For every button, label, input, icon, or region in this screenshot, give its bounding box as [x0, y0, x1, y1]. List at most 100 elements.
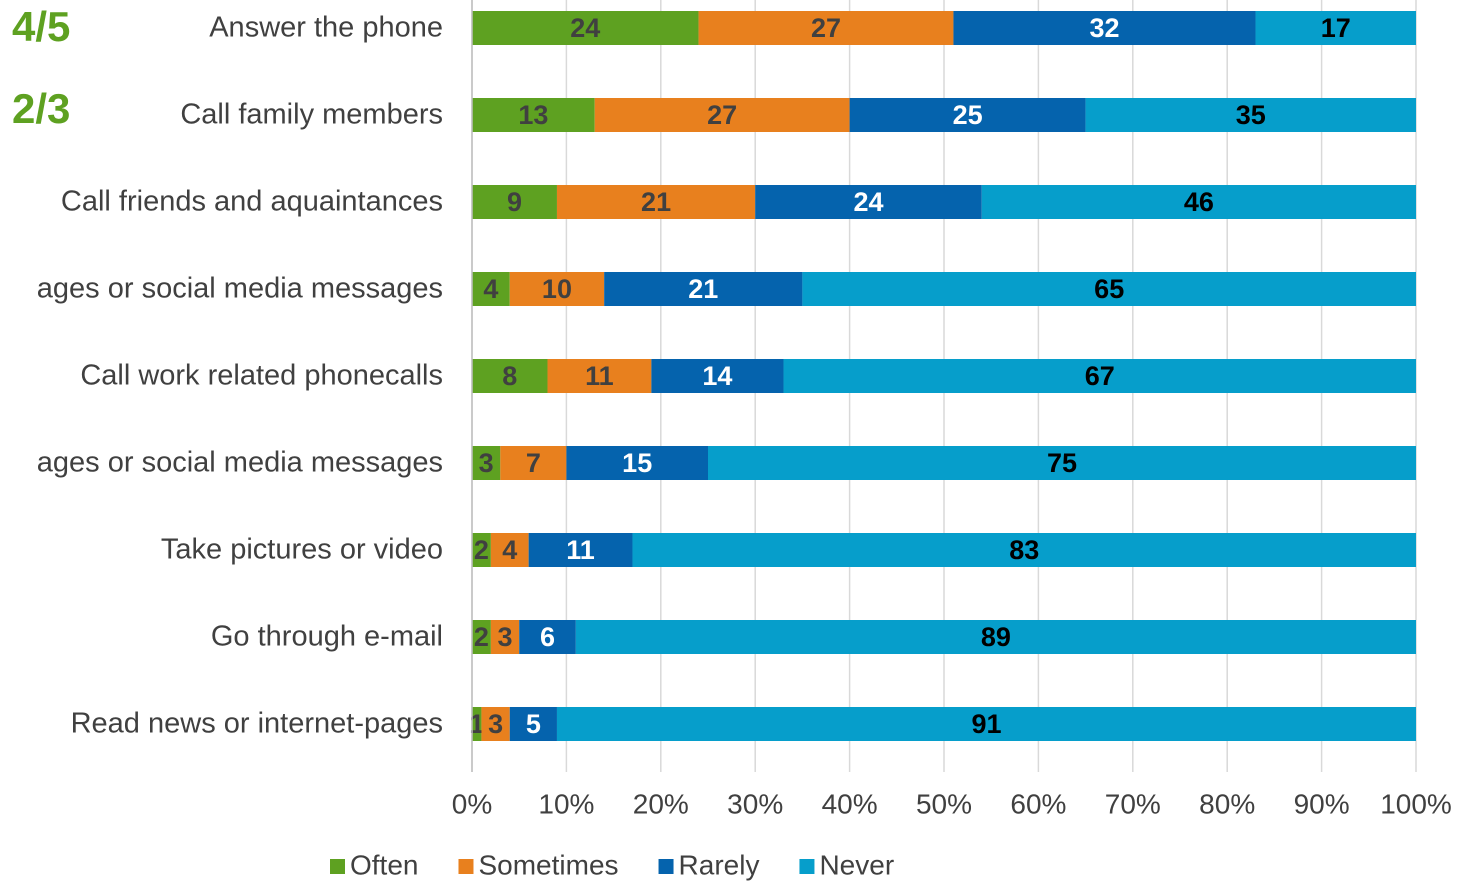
bar-segment — [604, 272, 803, 306]
bar-segment — [594, 98, 850, 132]
bar-segment — [1085, 98, 1416, 132]
x-tick-label: 20% — [633, 788, 689, 819]
legend-label: Rarely — [679, 849, 760, 880]
value-label: 14 — [702, 361, 732, 391]
legend-label: Sometimes — [478, 849, 618, 880]
category-label: Call friends and aquaintances — [61, 186, 443, 218]
value-label: 2 — [474, 535, 489, 565]
bar-segment — [481, 707, 510, 741]
bar-segment — [528, 533, 633, 567]
bar-segment — [519, 620, 576, 654]
bar-segment — [566, 446, 708, 480]
bar-segment — [708, 446, 1416, 480]
value-label: 21 — [688, 274, 718, 304]
bar-segment — [500, 446, 567, 480]
bar-segment — [509, 707, 557, 741]
x-tick-label: 90% — [1294, 788, 1350, 819]
value-label: 25 — [953, 100, 983, 130]
category-label: ages or social media messages — [37, 447, 443, 479]
category-label: Take pictures or video — [161, 534, 443, 566]
value-label: 3 — [488, 709, 503, 739]
bar-segment — [1255, 11, 1416, 45]
bar-segment — [472, 185, 557, 219]
x-tick-label: 60% — [1010, 788, 1066, 819]
bar-segment — [698, 11, 954, 45]
category-label: Answer the phone — [209, 12, 443, 44]
value-label: 21 — [641, 187, 671, 217]
bar-segment — [490, 620, 520, 654]
value-label: 89 — [981, 622, 1011, 652]
annotation: 4/5 — [12, 3, 70, 50]
category-label: Call family members — [180, 99, 443, 131]
category-label: Call work related phonecalls — [80, 360, 443, 392]
bar-segment — [632, 533, 1416, 567]
value-label: 4 — [483, 274, 498, 304]
value-label: 65 — [1094, 274, 1124, 304]
x-tick-label: 10% — [538, 788, 594, 819]
bar-segment — [755, 185, 982, 219]
bar-segment — [556, 185, 756, 219]
bar-segment — [472, 272, 510, 306]
value-label: 11 — [585, 361, 614, 391]
x-tick-label: 40% — [822, 788, 878, 819]
bar-segment — [981, 185, 1416, 219]
value-label: 35 — [1236, 100, 1266, 130]
bar-segment — [509, 272, 605, 306]
bar-segment — [490, 533, 529, 567]
bar-segment — [953, 11, 1256, 45]
legend-swatch — [458, 859, 474, 874]
value-label: 27 — [811, 13, 841, 43]
value-label: 8 — [502, 361, 517, 391]
value-label: 83 — [1009, 535, 1039, 565]
x-tick-label: 30% — [727, 788, 783, 819]
legend-label: Often — [350, 849, 418, 880]
value-label: 6 — [540, 622, 555, 652]
category-label: Go through e-mail — [211, 621, 443, 653]
x-tick-label: 0% — [452, 788, 492, 819]
bar-segment — [802, 272, 1416, 306]
legend-swatch — [799, 859, 815, 874]
bar-segment — [783, 359, 1416, 393]
bar-segment — [472, 707, 482, 741]
bar-segment — [472, 359, 548, 393]
category-label: ages or social media messages — [37, 273, 443, 305]
legend-swatch — [330, 859, 345, 874]
value-label: 10 — [542, 274, 572, 304]
x-tick-label: 50% — [916, 788, 972, 819]
value-label: 4 — [502, 535, 517, 565]
value-label: 27 — [707, 100, 737, 130]
bar-segment — [556, 707, 1416, 741]
annotation: 2/3 — [12, 85, 70, 132]
bar-segment — [575, 620, 1416, 654]
value-label: 11 — [566, 535, 595, 565]
value-label: 3 — [479, 448, 494, 478]
value-label: 24 — [570, 13, 600, 43]
bar-segment — [651, 359, 784, 393]
value-label: 32 — [1089, 13, 1119, 43]
value-label: 46 — [1184, 187, 1214, 217]
bar-segment — [472, 446, 501, 480]
value-label: 15 — [622, 448, 652, 478]
value-label: 67 — [1085, 361, 1115, 391]
legend-swatch — [658, 859, 674, 874]
bar-segment — [472, 620, 491, 654]
value-label: 5 — [526, 709, 541, 739]
bar-segment — [849, 98, 1086, 132]
bar-segment — [472, 533, 491, 567]
value-label: 1 — [469, 709, 484, 739]
value-label: 9 — [507, 187, 522, 217]
x-tick-label: 70% — [1105, 788, 1161, 819]
value-label: 13 — [518, 100, 548, 130]
legend-label: Never — [819, 849, 894, 880]
value-label: 91 — [971, 709, 1001, 739]
value-label: 24 — [853, 187, 883, 217]
bar-segment — [472, 11, 699, 45]
value-label: 75 — [1047, 448, 1077, 478]
bar-segment — [547, 359, 652, 393]
value-label: 17 — [1321, 13, 1351, 43]
value-label: 2 — [474, 622, 489, 652]
x-tick-label: 100% — [1380, 788, 1452, 819]
x-tick-label: 80% — [1199, 788, 1255, 819]
value-label: 7 — [526, 448, 541, 478]
